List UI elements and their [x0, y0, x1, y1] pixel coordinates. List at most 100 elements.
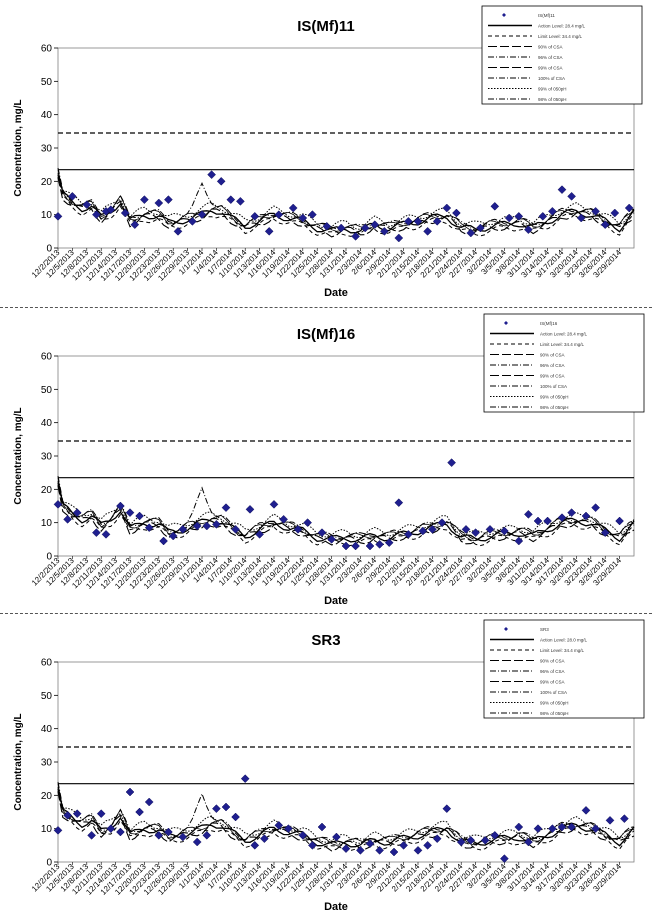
- chart1-data-point: [322, 221, 332, 231]
- chart2-data-point: [567, 508, 576, 518]
- chart2-data-point: [125, 508, 135, 518]
- chart2-legend-label: 100% of CSA: [540, 384, 567, 389]
- chart2-data-point: [485, 524, 495, 534]
- chart1-legend-label: Action Level: 28.4 mg/L: [538, 24, 586, 29]
- chart3-data-point: [620, 814, 629, 824]
- chart1-data-point: [370, 220, 380, 230]
- chart3-data-point: [524, 837, 533, 847]
- chart1-data-point: [106, 205, 116, 215]
- chart2-title: IS(Mf)16: [297, 326, 355, 343]
- chart2-legend-label: 98% of 050pH: [540, 405, 569, 410]
- chart1-legend-label: 90% of CSA: [538, 45, 563, 50]
- chart3-data-point: [356, 845, 365, 855]
- chart1-data-point: [466, 228, 476, 238]
- chart1-legend-label: 96% of CSA: [538, 55, 563, 60]
- chart2-y-tick-label: 40: [41, 418, 53, 429]
- chart3-data-point: [490, 830, 500, 840]
- chart1-series-line-6: [57, 169, 635, 232]
- chart3-data-point: [192, 837, 202, 847]
- chart3-data-point: [231, 812, 240, 822]
- chart1-data-point: [413, 216, 423, 226]
- chart2-data-point: [168, 531, 178, 541]
- chart3-data-point: [178, 832, 188, 842]
- chart-panel-1: IS(Mf)11 Concentration, mg/L 0 10 20 30 40 50 60…: [0, 0, 652, 306]
- chart1-data-point: [68, 191, 77, 201]
- chart3-data-point: [533, 824, 543, 834]
- chart3-data-point: [96, 809, 106, 819]
- chart1-data-point: [514, 211, 524, 221]
- chart1-series-line-1: [57, 174, 635, 234]
- chart3-data-point: [456, 837, 466, 847]
- chart1-data-point: [216, 176, 226, 186]
- chart1-data-point: [308, 210, 317, 220]
- chart2-legend: [483, 313, 645, 413]
- chart1-data-point: [154, 198, 164, 208]
- chart1-data-point: [274, 210, 284, 220]
- chart3-data-point: [432, 834, 442, 844]
- chart3-y-tick-label: 10: [41, 824, 53, 835]
- chart2-data-point: [524, 509, 533, 519]
- chart3-data-point: [442, 804, 452, 814]
- chart1-y-tick-label: 0: [46, 244, 52, 255]
- chart-svg-1: IS(Mf)11 Concentration, mg/L 0 10 20 30 40 50 60…: [13, 5, 643, 299]
- chart1-legend: [481, 5, 643, 105]
- chart2-y-tick-label: 0: [46, 552, 52, 563]
- chart2-y-tick-label: 20: [41, 485, 53, 496]
- chart1-series-line-4: [57, 172, 635, 231]
- chart1-series-line-5: [57, 176, 635, 237]
- chart2-data-point: [447, 458, 456, 468]
- chart2-data-point: [581, 511, 591, 521]
- chart2-data-point: [384, 538, 394, 548]
- chart2-data-point: [221, 503, 231, 513]
- chart2-data-point: [192, 521, 202, 531]
- chart2-data-point: [600, 528, 610, 538]
- chart1-data-point: [423, 226, 432, 236]
- chart-panel-3: SR3 Concentration, mg/L 0 10 20 30 40 50 60 12/2/…: [0, 614, 652, 920]
- chart3-data-point: [284, 824, 293, 834]
- chart3-data-point: [53, 825, 63, 835]
- chart2-data-point: [144, 523, 154, 533]
- chart3-y-tick-label: 60: [41, 658, 53, 669]
- panel-divider-1: [0, 307, 652, 308]
- chart1-data-point: [207, 170, 216, 180]
- chart2-data-point: [269, 499, 279, 509]
- chart1-legend-label: 100% of CSA: [538, 76, 565, 81]
- chart3-data-point: [423, 840, 432, 850]
- chart2-y-tick-label: 60: [41, 352, 53, 363]
- chart2-data-point: [365, 541, 375, 551]
- chart2-legend-label: 96% of CSA: [540, 363, 565, 368]
- chart3-legend-label: 100% of CSA: [540, 690, 567, 695]
- chart3-y-tick-label: 50: [41, 691, 53, 702]
- chart2-data-point: [116, 501, 125, 511]
- chart2-data-point: [63, 514, 72, 524]
- chart3-data-point: [116, 827, 125, 837]
- chart3-legend-label: Limit Level: 34.4 mg/L: [540, 648, 585, 653]
- chart2-data-point: [461, 524, 471, 534]
- chart3-y-tick-label: 20: [41, 791, 53, 802]
- chart3-data-point: [154, 830, 164, 840]
- chart2-data-point: [615, 516, 624, 526]
- chart2-legend-label: IS(Mf)16: [540, 321, 558, 326]
- chart2-legend-label: 99% of 050pH: [540, 395, 569, 400]
- chart3-x-axis-label: Date: [324, 901, 348, 913]
- chart3-y-axis-label: Concentration, mg/L: [13, 713, 24, 810]
- panel-divider-2: [0, 613, 652, 614]
- chart3-data-point: [298, 830, 308, 840]
- chart3-y-tick-label: 30: [41, 758, 53, 769]
- chart1-legend-label: 98% of 050pH: [538, 97, 567, 102]
- chart1-data-point: [236, 196, 245, 206]
- chart2-data-point: [394, 498, 404, 508]
- chart1-data-point: [610, 208, 620, 218]
- chart2-data-point: [327, 534, 336, 544]
- chart1-data-point: [557, 185, 567, 195]
- chart2-data-point: [404, 529, 413, 539]
- chart3-data-point: [375, 845, 384, 855]
- chart2-series-line-2: [57, 475, 635, 541]
- chart1-y-tick-label: 30: [41, 144, 53, 155]
- chart1-data-point: [524, 225, 533, 235]
- chart1-data-point: [120, 208, 130, 218]
- chart1-data-point: [452, 208, 461, 218]
- chart2-data-point: [428, 524, 437, 534]
- chart3-legend-label: SR3: [540, 627, 549, 632]
